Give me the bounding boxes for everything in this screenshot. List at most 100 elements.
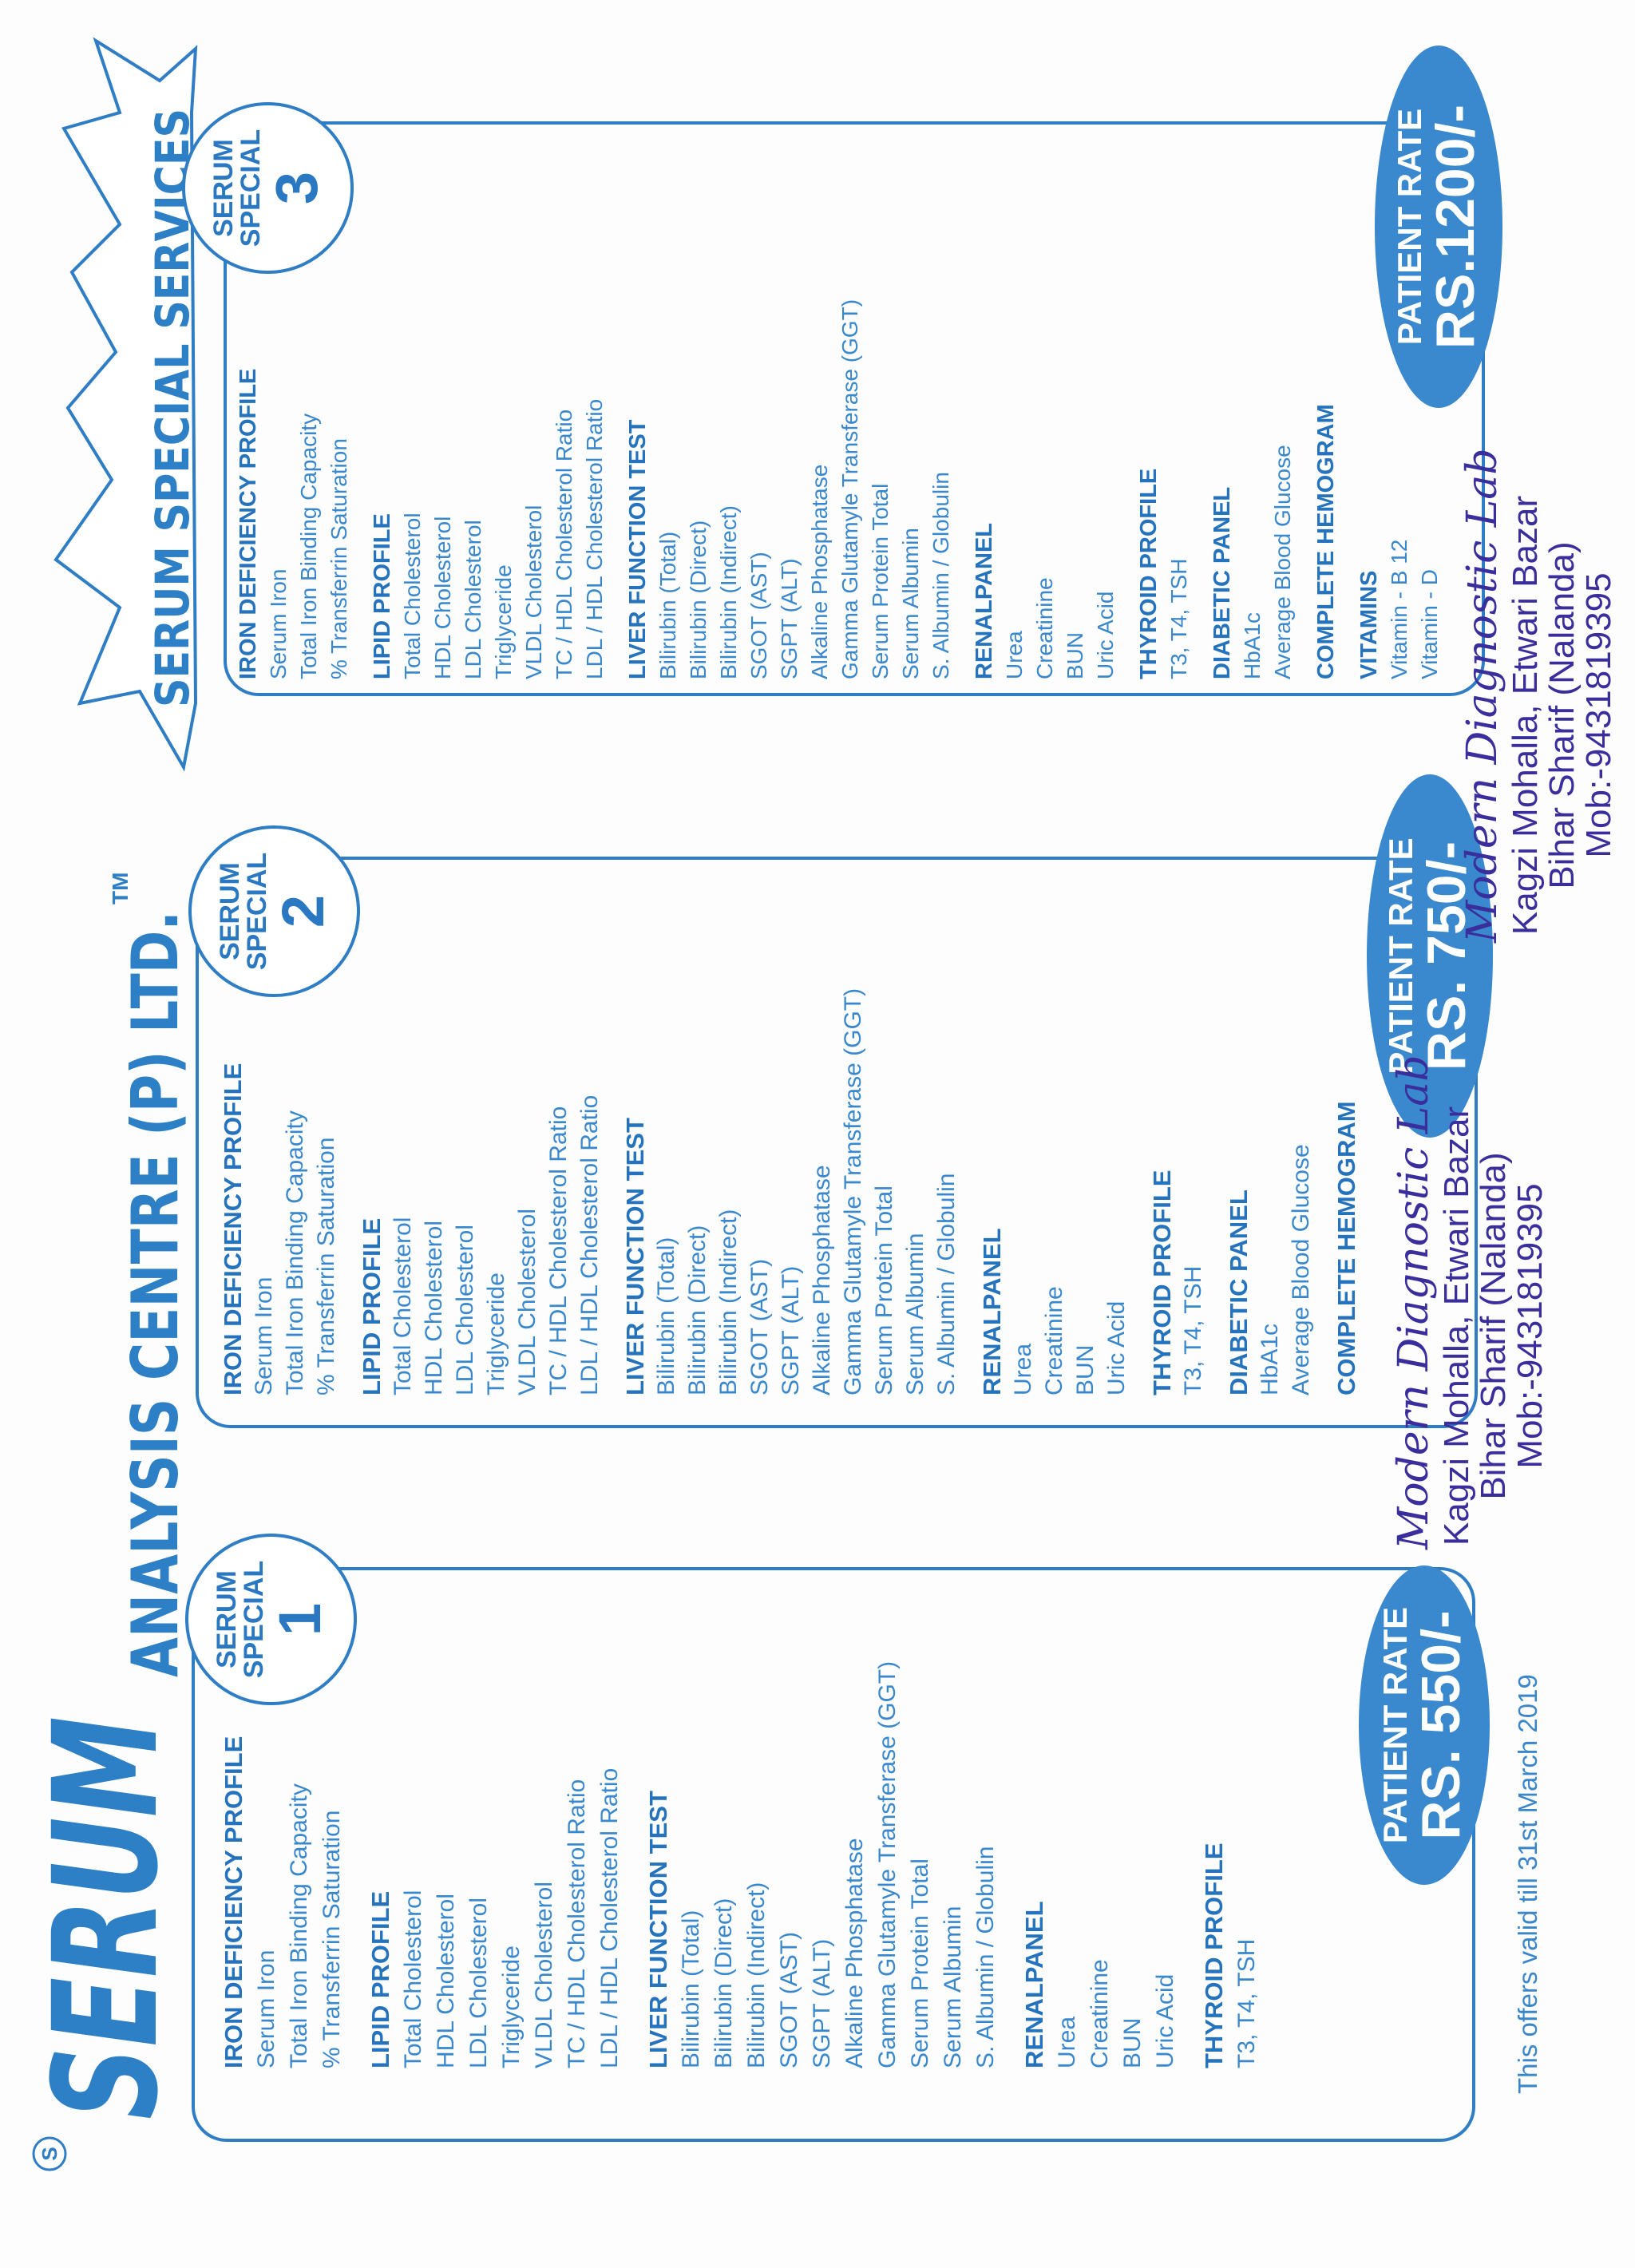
section-heading: COMPLETE HEMOGRAM [1313,404,1339,679]
test-item: Alkaline Phosphatase [807,464,832,679]
test-item: Total Cholesterol [390,1217,416,1395]
test-item: T3, T4, TSH [1166,558,1191,679]
section-heading: RENALPANEL [1020,1901,1048,2068]
badge-line2: SPECIAL [238,1560,269,1679]
package-2-test-list: IRON DEFICIENCY PROFILE Serum Iron Total I… [217,988,1376,1395]
test-item: Gamma Glutamyle Transferase (GGT) [837,299,862,679]
test-item: HDL Cholesterol [433,1894,459,2068]
test-item: S. Albumin / Globulin [928,472,953,679]
section-heading: THYROID PROFILE [1148,1170,1176,1395]
test-item: Uric Acid [1093,591,1118,679]
test-item: Bilirubin (Direct) [686,520,711,679]
test-item: Urea [1054,2016,1080,2068]
test-section: IRON DEFICIENCY PROFILE Serum Iron Total I… [217,988,342,1395]
test-item: LDL Cholesterol [461,520,485,679]
package-2-badge: SERUM SPECIAL 2 [188,825,360,997]
rate-price: RS.1200/- [1425,104,1487,350]
test-item: % Transferrin Saturation [319,1810,345,2068]
test-section: LIPID PROFILE Total Cholesterol HDL Choles… [356,988,605,1395]
test-item: LDL Cholesterol [452,1225,478,1395]
package-1-rate-oval: PATIENT RATE RS. 550/- [1359,1565,1490,1885]
test-section: LIVER FUNCTION TEST Bilirubin (Total) Bili… [620,988,962,1395]
test-item: Bilirubin (Indirect) [715,1209,742,1395]
test-item: Bilirubin (Total) [655,531,680,679]
test-item: Serum Protein Total [868,483,893,679]
test-item: LDL / HDL Cholesterol Ratio [582,398,607,679]
test-item: Urea [1002,631,1027,679]
rate-label: PATIENT RATE [1382,837,1420,1075]
test-section: THYROID PROFILE T3, T4, TSH [1198,1661,1263,2068]
test-section: COMPLETE HEMOGRAM [1311,299,1341,679]
test-item: SGPT (ALT) [778,1265,804,1395]
test-item: Triglyceride [483,1273,509,1395]
test-item: T3, T4, TSH [1233,1938,1260,2068]
test-item: VLDL Cholesterol [521,505,546,679]
badge-number: 2 [269,894,336,928]
test-item: Bilirubin (Total) [678,1910,704,2068]
test-item: HDL Cholesterol [421,1221,447,1395]
test-item: Serum Iron [266,568,291,680]
test-section: COMPLETE HEMOGRAM [1331,988,1362,1395]
rate-label: PATIENT RATE [1376,1606,1415,1844]
test-item: SGOT (AST) [746,552,771,679]
stamp-phone: Mob:-9431819395 [1579,572,1618,858]
test-item: BUN [1063,631,1087,679]
test-item: VLDL Cholesterol [514,1208,540,1395]
section-heading: DIABETIC PANEL [1225,1189,1253,1395]
test-item: BUN [1072,1344,1099,1395]
test-item: LDL / HDL Cholesterol Ratio [576,1094,603,1395]
test-item: Total Iron Binding Capacity [282,1110,308,1395]
test-section: THYROID PROFILE T3, T4, TSH [1146,988,1209,1395]
test-item: Serum Albumin [902,1233,928,1395]
registered-mark: S [38,2147,61,2160]
test-item: SGPT (ALT) [809,1938,835,2068]
test-item: Gamma Glutamyle Transferase (GGT) [874,1660,901,2068]
rate-price: RS. 550/- [1411,1610,1472,1840]
test-section: THYROID PROFILE T3, T4, TSH [1134,299,1194,679]
section-heading: RENALPANEL [972,522,997,679]
badge-number: 1 [266,1602,333,1637]
test-item: Triglyceride [498,1945,525,2068]
test-item: Average Blood Glucose [1288,1144,1314,1395]
test-section: LIPID PROFILE Total Cholesterol HDL Choles… [367,299,610,679]
section-heading: THYROID PROFILE [1200,1843,1228,2068]
test-section: LIVER FUNCTION TEST Bilirubin (Total) Bili… [642,1661,1002,2068]
test-item: T3, T4, TSH [1180,1265,1206,1395]
badge-number: 3 [263,171,330,205]
test-item: TC / HDL Cholesterol Ratio [545,1106,572,1395]
section-heading: IRON DEFICIENCY PROFILE [219,1063,247,1395]
badge-line1: SERUM [214,862,245,960]
section-heading: VITAMINS [1356,570,1382,679]
test-item: Uric Acid [1103,1300,1130,1395]
stamp-lab-name: Modern Diagnostic Lab [1459,448,1506,943]
test-item: Bilirubin (Indirect) [716,505,741,679]
test-item: Total Cholesterol [400,1890,426,2068]
test-item: LDL Cholesterol [465,1898,492,2068]
test-section: IRON DEFICIENCY PROFILE Serum Iron Total I… [217,1661,348,2068]
section-heading: DIABETIC PANEL [1209,486,1235,679]
lab-stamp: Modern Diagnostic Lab Kagzi Mohalla, Etw… [1389,1055,1550,1550]
section-heading: LIVER FUNCTION TEST [644,1791,672,2068]
test-section: RENALPANEL Urea Creatinine BUN Uric Acid [976,988,1132,1395]
section-heading: LIPID PROFILE [358,1217,386,1395]
test-item: Bilirubin (Direct) [711,1898,737,2068]
test-item: Uric Acid [1152,1973,1178,2068]
test-item: HbA1c [1257,1323,1283,1395]
badge-line1: SERUM [211,1570,242,1668]
test-item: Bilirubin (Total) [653,1237,679,1395]
section-heading: LIVER FUNCTION TEST [621,1118,649,1395]
stamp-phone: Mob:-9431819395 [1510,1183,1550,1469]
test-item: Serum Protein Total [871,1185,897,1395]
badge-line2: SPECIAL [241,852,272,971]
banner-burst-shape [53,37,198,772]
test-item: Serum Albumin [940,1906,966,2068]
test-item: Creatinine [1032,577,1057,679]
stamp-address-line2: Bihar Sharif (Nalanda) [1474,1152,1513,1500]
badge-line1: SERUM [208,139,239,237]
package-1-test-list: IRON DEFICIENCY PROFILE Serum Iron Total I… [217,1661,1279,2068]
test-item: HbA1c [1240,612,1265,679]
stamp-address-line1: Kagzi Mohalla, Etwari Bazar [1437,1106,1476,1546]
test-section: LIVER FUNCTION TEST Bilirubin (Total) Bili… [623,299,956,679]
test-section: LIPID PROFILE Total Cholesterol HDL Choles… [364,1661,626,2068]
test-item: Creatinine [1041,1286,1067,1395]
